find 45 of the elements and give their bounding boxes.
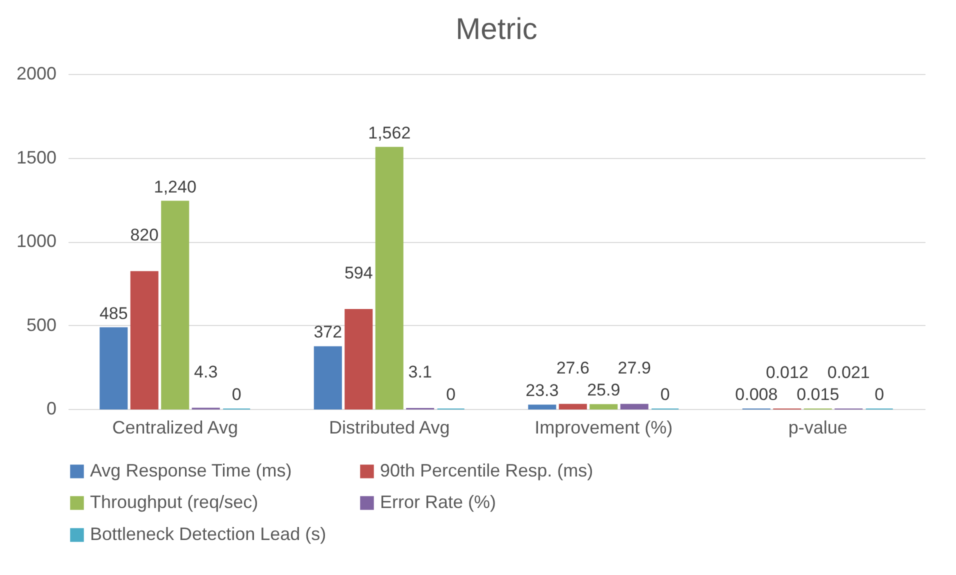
bar bbox=[161, 200, 190, 410]
legend-label: Bottleneck Detection Lead (s) bbox=[90, 524, 326, 544]
data-label: 594 bbox=[344, 264, 373, 283]
data-label: 4.3 bbox=[194, 362, 218, 382]
bar bbox=[558, 404, 587, 410]
data-label: 0 bbox=[874, 385, 884, 404]
data-label: 0.012 bbox=[766, 363, 808, 382]
bar bbox=[314, 346, 342, 410]
data-label: 0 bbox=[232, 385, 242, 404]
data-label: 27.9 bbox=[618, 358, 651, 378]
legend-label: 90th Percentile Resp. (ms) bbox=[380, 460, 594, 480]
data-label: 25.9 bbox=[587, 380, 620, 400]
data-label: 485 bbox=[99, 304, 128, 323]
data-label: 0 bbox=[660, 385, 670, 404]
data-label: 820 bbox=[130, 226, 159, 245]
legend-label: Throughput (req/sec) bbox=[90, 492, 258, 512]
bar bbox=[375, 146, 404, 410]
data-label: 23.3 bbox=[526, 381, 559, 400]
data-label: 27.6 bbox=[556, 358, 590, 378]
y-tick-label: 0 bbox=[46, 398, 56, 418]
data-label: 0.008 bbox=[735, 385, 778, 404]
y-tick-label: 1500 bbox=[16, 147, 56, 168]
y-tick-label: 2000 bbox=[16, 64, 56, 84]
y-tick-label: 1000 bbox=[16, 231, 56, 251]
data-label: 0 bbox=[446, 385, 456, 404]
data-label: 1,562 bbox=[368, 123, 411, 142]
y-tick-label: 500 bbox=[26, 314, 56, 335]
bar bbox=[344, 309, 373, 410]
chart-title: Metric bbox=[456, 13, 538, 46]
bar bbox=[130, 271, 158, 410]
bar bbox=[620, 404, 648, 410]
bar bbox=[528, 404, 556, 410]
bar bbox=[590, 404, 618, 410]
legend-label: Error Rate (%) bbox=[380, 492, 496, 512]
data-label: 3.1 bbox=[408, 362, 432, 382]
data-label: 372 bbox=[314, 322, 342, 342]
x-tick-label: Centralized Avg bbox=[112, 418, 238, 438]
bar bbox=[100, 327, 128, 410]
legend-label: Avg Response Time (ms) bbox=[90, 460, 292, 480]
x-tick-label: Improvement (%) bbox=[534, 418, 673, 438]
data-label: 0.015 bbox=[796, 384, 840, 404]
x-tick-label: p-value bbox=[788, 418, 848, 438]
data-label: 0.021 bbox=[827, 362, 870, 382]
x-tick-label: Distributed Avg bbox=[329, 418, 450, 438]
data-label: 1,240 bbox=[154, 177, 196, 196]
